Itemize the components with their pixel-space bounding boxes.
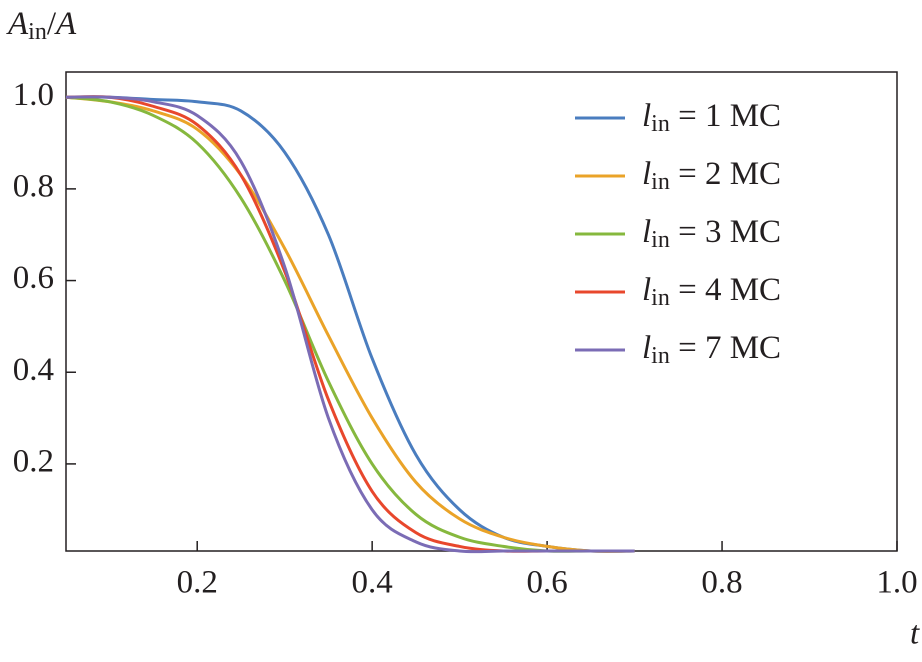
x-tick-label: 0.2 (177, 565, 218, 601)
x-tick-label: 1.0 (876, 565, 917, 601)
series-line (65, 95, 635, 553)
legend-label: lin = 7 MC (642, 330, 781, 369)
x-tick-label: 0.4 (352, 565, 393, 601)
series-line (65, 95, 635, 554)
x-tick-label: 0.6 (526, 565, 567, 601)
legend-label: lin = 4 MC (642, 272, 781, 311)
y-tick-label: 0.4 (13, 352, 54, 388)
y-tick-label: 0.8 (13, 168, 54, 204)
y-axis-label: Ain/A (6, 6, 77, 45)
x-tick-label: 0.8 (701, 565, 742, 601)
y-tick-label: 0.2 (13, 443, 54, 479)
y-tick-label: 0.6 (13, 260, 54, 296)
x-axis-label: t (910, 616, 920, 652)
series-line (65, 95, 635, 553)
series-line (65, 95, 635, 553)
legend-label: lin = 3 MC (642, 214, 781, 253)
legend-label: lin = 2 MC (642, 156, 781, 195)
y-tick-label: 1.0 (13, 77, 54, 113)
plot-frame (65, 71, 898, 552)
legend-label: lin = 1 MC (642, 98, 781, 137)
series-line (65, 95, 635, 553)
